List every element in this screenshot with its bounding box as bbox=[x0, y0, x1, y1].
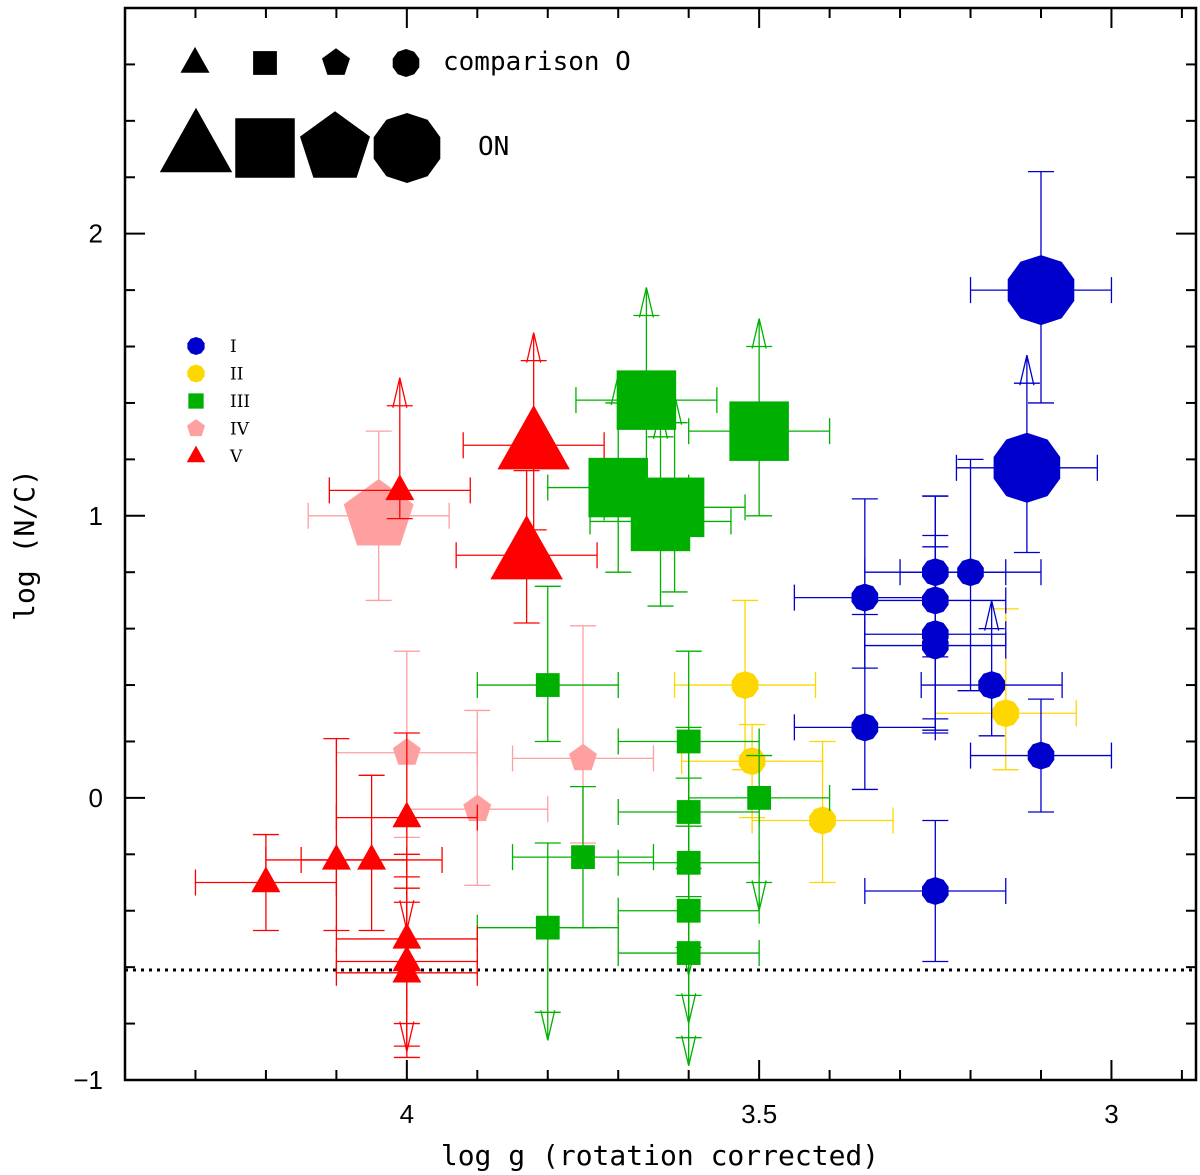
class-legend-label: IV bbox=[230, 420, 250, 440]
y-axis-label: log (N/C) bbox=[8, 469, 41, 621]
series-V bbox=[194, 332, 605, 1059]
data-point-II bbox=[731, 671, 759, 700]
data-point-III bbox=[729, 401, 789, 461]
data-point-V bbox=[385, 474, 415, 501]
frame-layer bbox=[123, 6, 1198, 1082]
legend-triangle-large bbox=[159, 107, 233, 173]
y-tick-label: 2 bbox=[89, 219, 103, 249]
tick-labels: 4 3.5 3 −1 0 1 2 bbox=[73, 219, 1118, 1129]
data-point-V bbox=[497, 405, 570, 470]
limit-arrowhead bbox=[751, 318, 767, 349]
legend-circle-small bbox=[392, 49, 420, 77]
data-point-I bbox=[851, 713, 879, 742]
limit-arrowhead bbox=[984, 600, 1000, 631]
limit-arrowhead bbox=[638, 287, 655, 318]
data-point-V bbox=[321, 843, 351, 870]
data-point-II bbox=[738, 747, 766, 776]
error-bar bbox=[617, 867, 760, 1066]
data-point-III bbox=[676, 941, 701, 965]
data-point-I bbox=[922, 631, 949, 660]
limit-arrowhead bbox=[666, 394, 683, 425]
limit-arrowhead bbox=[526, 332, 542, 363]
data-point-II bbox=[809, 806, 836, 835]
x-tick-label: 3.5 bbox=[741, 1099, 777, 1129]
data-point-V bbox=[392, 801, 422, 828]
series-I bbox=[793, 170, 1113, 963]
legend-on-label: ON bbox=[478, 132, 509, 162]
limit-arrowhead bbox=[540, 1010, 556, 1041]
error-bar bbox=[300, 774, 443, 932]
error-bar bbox=[793, 613, 936, 791]
class-legend-marker bbox=[187, 419, 205, 437]
x-tick-label: 4 bbox=[400, 1099, 414, 1129]
series-II bbox=[673, 599, 1077, 884]
y-tick-label: 0 bbox=[89, 783, 103, 813]
series-III bbox=[476, 287, 831, 1066]
symbol-legend: comparison O ON bbox=[159, 46, 631, 183]
class-legend-marker bbox=[188, 393, 204, 409]
data-point-V bbox=[357, 843, 387, 870]
class-legend-marker bbox=[187, 337, 205, 355]
error-bar bbox=[462, 332, 605, 531]
class-legend-label: I bbox=[230, 337, 237, 357]
plot-frame bbox=[123, 6, 1198, 1082]
class-legend-label: III bbox=[230, 392, 250, 412]
data-point-I bbox=[922, 877, 949, 905]
data-point-III bbox=[535, 673, 560, 697]
data-point-IV bbox=[569, 743, 597, 771]
limit-arrowhead bbox=[681, 1035, 697, 1066]
legend-triangle-small bbox=[180, 46, 210, 73]
error-bar bbox=[476, 842, 619, 1041]
x-tick-label: 3 bbox=[1104, 1099, 1118, 1129]
limit-arrowhead bbox=[392, 377, 408, 408]
error-bar bbox=[476, 585, 619, 743]
data-point-III bbox=[630, 491, 691, 552]
limit-arrowhead bbox=[1019, 355, 1035, 386]
limit-arrowhead bbox=[652, 408, 669, 439]
data-point-III bbox=[571, 845, 595, 870]
y-tick-label: 1 bbox=[89, 501, 103, 531]
class-legend-label: V bbox=[229, 447, 243, 467]
legend-circle-large bbox=[373, 113, 441, 183]
data-layer bbox=[194, 170, 1113, 1066]
data-point-I bbox=[957, 558, 984, 587]
y-tick-label: −1 bbox=[73, 1065, 103, 1095]
data-point-V bbox=[490, 515, 563, 580]
legend-square-small bbox=[253, 51, 277, 75]
limit-arrowhead bbox=[610, 374, 626, 406]
data-point-III bbox=[616, 370, 677, 430]
data-point-I bbox=[978, 671, 1005, 700]
data-point-V bbox=[251, 866, 281, 893]
data-point-III bbox=[535, 915, 560, 940]
error-bar bbox=[688, 754, 831, 911]
data-point-I bbox=[1027, 741, 1055, 770]
legend-pentagon-small bbox=[322, 48, 350, 75]
data-point-I bbox=[993, 432, 1061, 503]
data-point-III bbox=[747, 785, 772, 810]
error-bar bbox=[265, 738, 408, 932]
legend-comparison-label: comparison O bbox=[443, 47, 631, 77]
legend-pentagon-large bbox=[300, 111, 370, 178]
legend-square-large bbox=[235, 118, 295, 178]
class-legend-label: II bbox=[230, 365, 243, 385]
data-point-II bbox=[992, 699, 1020, 728]
class-legend-marker bbox=[187, 364, 205, 383]
data-point-V bbox=[392, 956, 422, 983]
class-legend-marker bbox=[186, 445, 206, 463]
x-axis-label: log g (rotation corrected) bbox=[441, 1139, 879, 1172]
data-point-I bbox=[1007, 255, 1075, 326]
